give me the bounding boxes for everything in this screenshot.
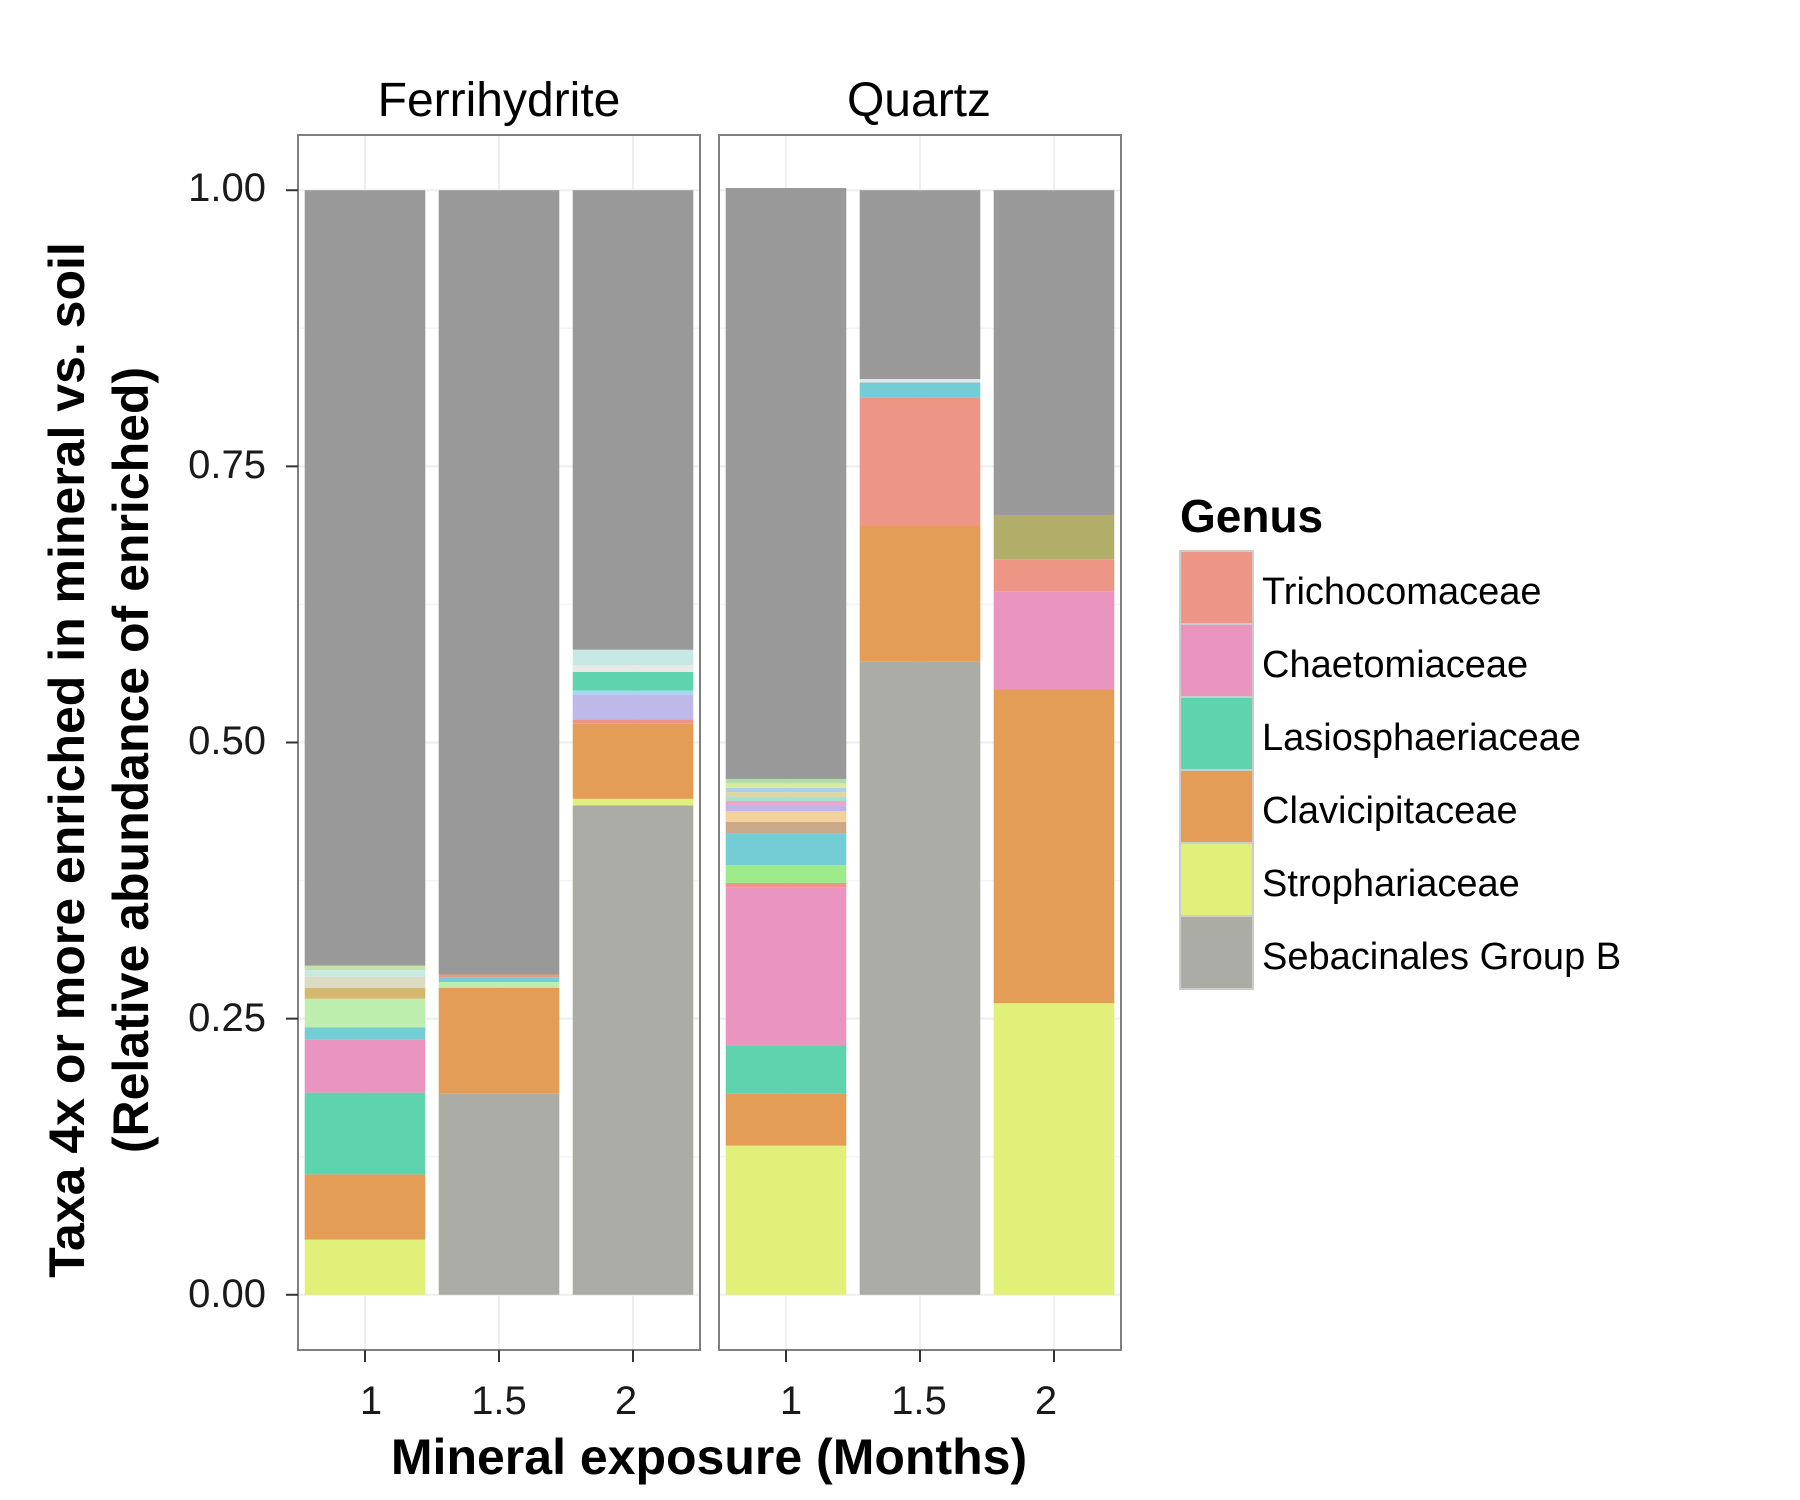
bar-segment <box>572 690 694 696</box>
x-tick-label: 1 <box>780 1379 802 1423</box>
legend-label: Trichocomaceae <box>1262 571 1542 613</box>
bar-segment <box>304 1239 426 1295</box>
bar-segment <box>725 188 847 779</box>
bar-segment <box>572 695 694 720</box>
bar-segment <box>859 661 981 1295</box>
bar-segment <box>725 787 847 793</box>
bar-segment <box>993 689 1115 1004</box>
bar-segment <box>304 1027 426 1040</box>
y-tick-label: 0.50 <box>188 719 266 763</box>
bar-segment <box>438 1093 560 1295</box>
bar-segment <box>993 514 1115 560</box>
facet-panel-ferrihydrite <box>297 134 701 1351</box>
x-tick-label: 1 <box>360 1379 382 1423</box>
bar-segment <box>572 805 694 1295</box>
bar-segment <box>725 778 847 784</box>
legend-key <box>1179 842 1254 917</box>
bar-segment <box>572 798 694 806</box>
bar-segment <box>304 987 426 999</box>
legend-label: Sebacinales Group B <box>1262 936 1621 978</box>
legend-key <box>1179 696 1254 771</box>
bar-segment <box>993 591 1115 690</box>
bar-segment <box>572 190 694 650</box>
bar-segment <box>993 190 1115 515</box>
legend-key <box>1179 550 1254 625</box>
bar-segment <box>859 526 981 662</box>
facet-panel-quartz <box>718 134 1122 1351</box>
legend-label: Clavicipitaceae <box>1262 790 1518 832</box>
bar-segment <box>304 976 426 988</box>
bar-segment <box>438 974 560 978</box>
bar-segment <box>725 1093 847 1146</box>
bar-segment <box>725 783 847 788</box>
bar-segment <box>725 810 847 823</box>
bar-segment <box>859 379 981 383</box>
bar-segment <box>572 665 694 672</box>
bar-segment <box>304 970 426 977</box>
bar-segment <box>725 865 847 883</box>
x-tick-label: 1.5 <box>891 1379 947 1423</box>
bar-segment <box>993 559 1115 592</box>
bar-segment <box>572 649 694 666</box>
bar-segment <box>304 1174 426 1240</box>
bar-segment <box>725 801 847 806</box>
y-axis-title-line1: Taxa 4x or more enriched in mineral vs. … <box>39 242 95 1278</box>
bar-segment <box>572 671 694 691</box>
bar-segment <box>859 190 981 380</box>
facet-label-ferrihydrite: Ferrihydrite <box>378 74 621 127</box>
legend-title: Genus <box>1180 490 1323 542</box>
bar-segment <box>304 965 426 971</box>
x-tick-label: 2 <box>1035 1379 1057 1423</box>
legend-label: Lasiosphaeriaceae <box>1262 717 1581 759</box>
x-tick-label: 2 <box>615 1379 637 1423</box>
y-axis-title-line2: (Relative abundance of enriched) <box>103 367 159 1153</box>
y-axis: 0.00 0.25 0.50 0.75 1.00 <box>188 166 298 1316</box>
bar-segment <box>438 987 560 1094</box>
legend-key <box>1179 623 1254 698</box>
legend-key <box>1179 915 1254 990</box>
bar-segment <box>438 977 560 983</box>
facet-label-quartz: Quartz <box>847 74 991 127</box>
bar-segment <box>725 796 847 802</box>
bar-segment <box>725 822 847 834</box>
bar-segment <box>859 397 981 527</box>
y-tick-label: 0.75 <box>188 443 266 487</box>
bar-segment <box>993 1003 1115 1295</box>
bar-segment <box>859 382 981 398</box>
bar-segment <box>438 982 560 988</box>
bar-segment <box>304 1092 426 1175</box>
bar-segment <box>725 882 847 888</box>
bar-segment <box>725 1145 847 1295</box>
bar-segment <box>304 190 426 966</box>
bar-segment <box>725 1045 847 1094</box>
x-axis: 1 1.5 2 1 1.5 2 <box>360 1350 1057 1423</box>
legend-key <box>1179 769 1254 844</box>
x-axis-title: Mineral exposure (Months) <box>391 1429 1027 1485</box>
y-tick-label: 1.00 <box>188 166 266 210</box>
bar-segment <box>725 805 847 811</box>
legend-label: Chaetomiaceae <box>1262 644 1528 686</box>
y-tick-label: 0.00 <box>188 1272 266 1316</box>
bar-segment <box>725 833 847 866</box>
bar-segment <box>725 792 847 797</box>
bar-segment <box>725 887 847 1046</box>
bar-segment <box>572 723 694 799</box>
x-tick-label: 1.5 <box>471 1379 527 1423</box>
y-tick-label: 0.25 <box>188 996 266 1040</box>
bar-segment <box>438 190 560 975</box>
bar-segment <box>304 1039 426 1093</box>
bar-segment <box>304 998 426 1028</box>
legend-label: Strophariaceae <box>1262 863 1520 905</box>
bar-segment <box>572 719 694 724</box>
legend: Genus Trichocomaceae Chaetomiaceae Lasio… <box>1179 490 1621 990</box>
